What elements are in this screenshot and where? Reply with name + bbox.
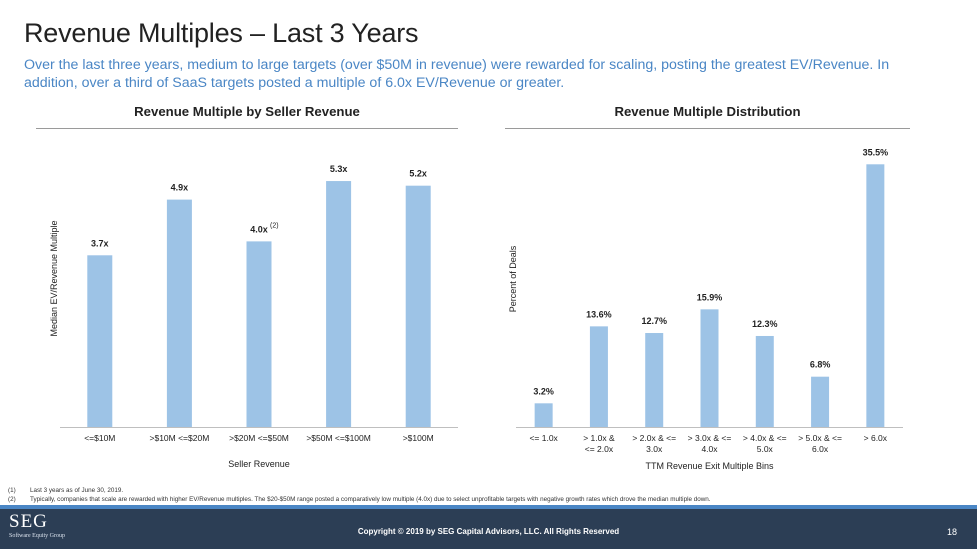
data-label-5: 12.3% [752, 319, 778, 329]
y-axis-label: Percent of Deals [508, 245, 518, 312]
data-label-3: 12.7% [641, 316, 667, 326]
tick-label-6-line-1: > 5.0x & <= [798, 433, 842, 443]
left-chart-title-rule [36, 128, 458, 129]
chart-revenue-multiple-distribution: 3.2% <= 1.0x 13.6% > 1.0x &<= 2.0x 12.7% > 2.… [508, 147, 903, 471]
tick-label-1: <=$10M [84, 433, 115, 443]
right-chart-title-rule [505, 128, 910, 129]
chart-revenue-multiple-by-seller-revenue: 3.7x <=$10M 4.9x >$10M <=$20M 4.0x (2) >$20M <… [49, 164, 458, 469]
page-subtitle: Over the last three years, medium to lar… [24, 57, 890, 91]
tick-label-2-line-2: <= 2.0x [585, 444, 614, 454]
data-label-2: 4.9x [171, 183, 189, 193]
bar-7 [866, 164, 885, 428]
footer-bar [0, 509, 977, 549]
x-axis-label: Seller Revenue [228, 459, 290, 469]
bar-5 [755, 335, 774, 427]
data-label-5: 5.2x [409, 169, 427, 179]
tick-label-3-line-1: > 2.0x & <= [632, 433, 676, 443]
tick-label-3: >$20M <=$50M [229, 433, 289, 443]
footnote-ref-3: (2) [270, 222, 279, 229]
page-number: 18 [946, 527, 957, 537]
x-axis-label: TTM Revenue Exit Multiple Bins [645, 461, 774, 471]
logo-main-text: SEG [9, 511, 48, 532]
bar-5 [405, 185, 431, 427]
data-label-1: 3.7x [91, 238, 109, 248]
bar-4 [700, 309, 719, 427]
seg-logo: SEG Software Equity Group [9, 512, 65, 540]
tick-label-4-line-1: > 3.0x & <= [688, 433, 732, 443]
footer-accent-strip [0, 505, 977, 509]
left-chart-title: Revenue Multiple by Seller Revenue [134, 104, 360, 119]
tick-label-2: >$10M <=$20M [150, 433, 210, 443]
tick-label-5-line-2: 5.0x [757, 444, 774, 454]
tick-label-4-line-2: 4.0x [701, 444, 718, 454]
tick-label-1: <= 1.0x [529, 433, 558, 443]
bar-3 [246, 241, 272, 427]
data-label-7: 35.5% [863, 147, 889, 157]
page-title: Revenue Multiples – Last 3 Years [24, 18, 419, 48]
tick-label-4: >$50M <=$100M [306, 433, 371, 443]
bar-2 [166, 199, 192, 427]
y-axis-label: Median EV/Revenue Multiple [49, 220, 59, 336]
tick-label-5: >$100M [403, 433, 434, 443]
tick-label-5-line-1: > 4.0x & <= [743, 433, 787, 443]
data-label-2: 13.6% [586, 309, 612, 319]
data-label-4: 15.9% [697, 292, 723, 302]
tick-label-3-line-2: 3.0x [646, 444, 663, 454]
tick-label-7: > 6.0x [864, 433, 888, 443]
bar-1 [87, 255, 113, 427]
data-label-3: 4.0x [250, 224, 268, 234]
bar-6 [811, 376, 830, 427]
bar-3 [645, 333, 664, 427]
tick-label-6-line-2: 6.0x [812, 444, 829, 454]
bar-2 [589, 326, 608, 427]
right-chart-title: Revenue Multiple Distribution [614, 104, 801, 119]
data-label-4: 5.3x [330, 164, 348, 174]
data-label-1: 3.2% [533, 386, 554, 396]
footnote-2: (2) Typically, companies that scale are r… [8, 496, 711, 503]
bar-1 [534, 403, 553, 427]
data-label-6: 6.8% [810, 360, 831, 370]
footnote-1: (1) Last 3 years as of June 30, 2019. [8, 487, 124, 494]
tick-label-2-line-1: > 1.0x & [583, 433, 615, 443]
bar-4 [326, 181, 352, 427]
copyright-text: Copyright © 2019 by SEG Capital Advisors… [357, 527, 620, 536]
logo-sub-text: Software Equity Group [9, 533, 65, 539]
